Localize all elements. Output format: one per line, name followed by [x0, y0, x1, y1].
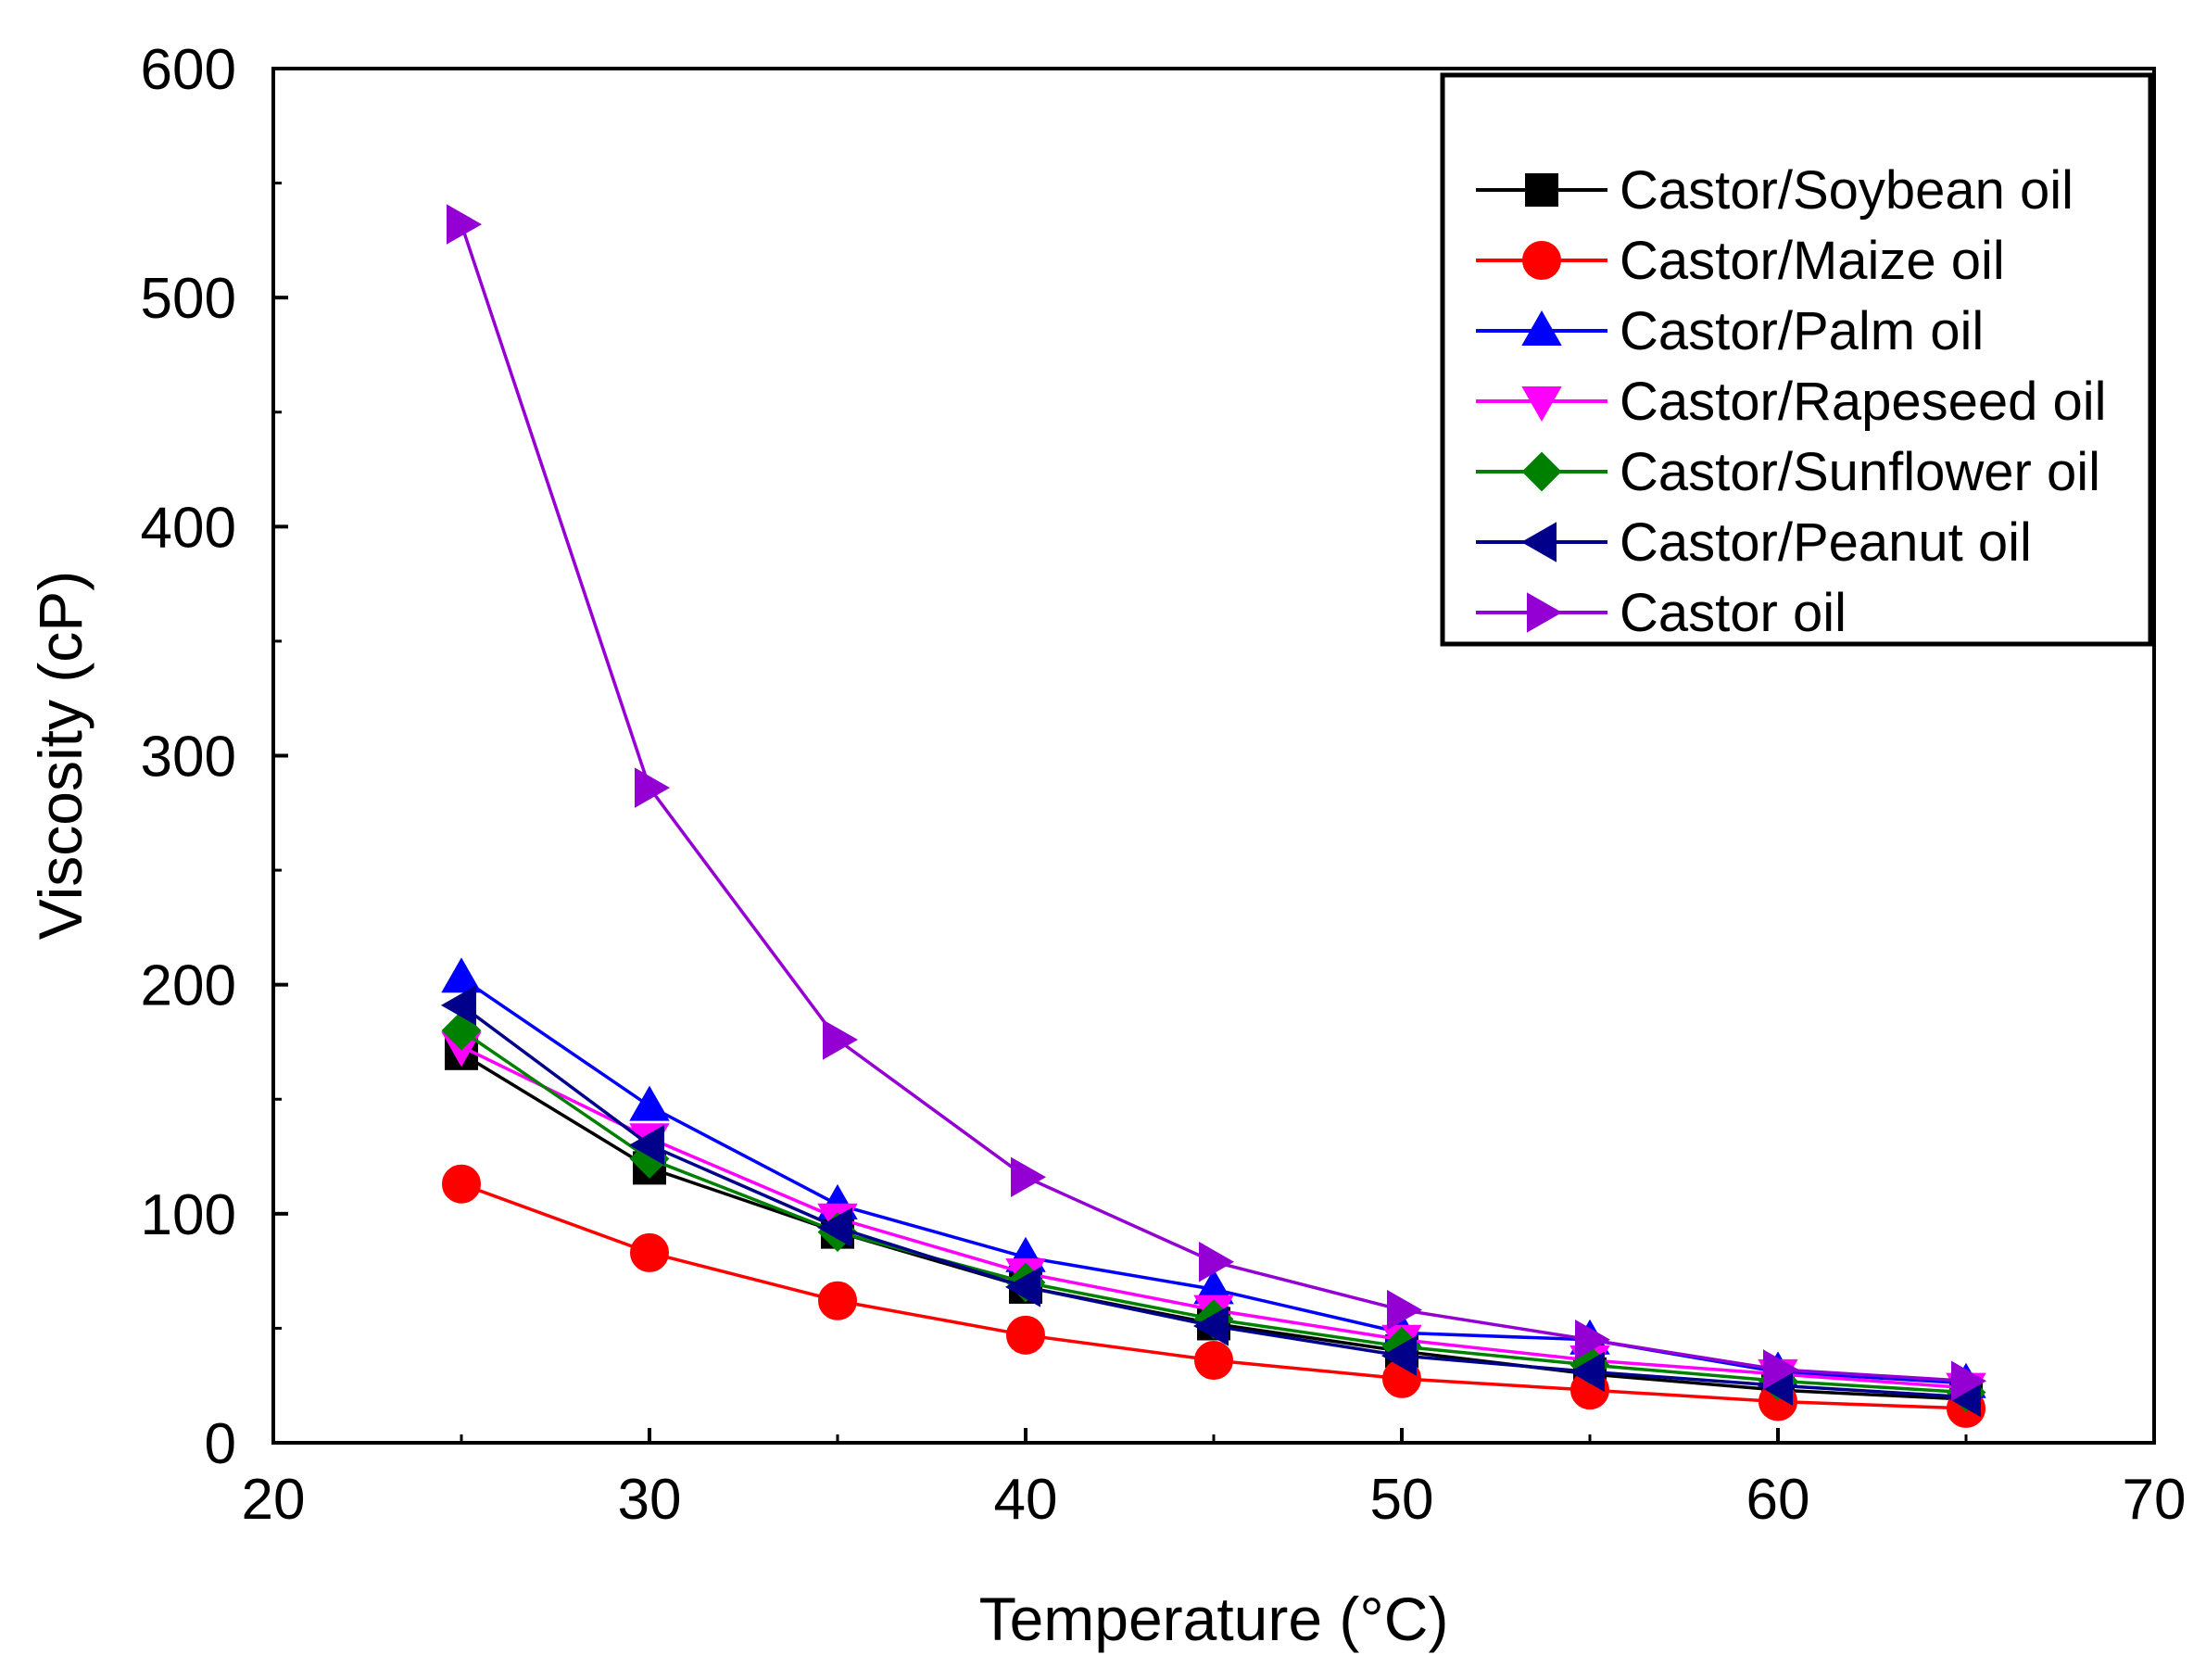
legend-marker [1525, 173, 1558, 207]
data-point [442, 1164, 481, 1204]
y-tick-label: 0 [205, 1412, 236, 1476]
legend-label: Castor oil [1620, 583, 1847, 643]
data-point [1951, 1360, 1987, 1401]
legend-label: Castor/Sunflower oil [1620, 442, 2100, 502]
data-point [823, 1019, 859, 1060]
y-tick-label: 100 [141, 1183, 236, 1247]
y-tick-label: 300 [141, 726, 236, 789]
legend-marker [1520, 522, 1557, 562]
data-point [629, 1085, 670, 1121]
legend: Castor/Soybean oil Castor/Maize oil Castor… [1440, 72, 2153, 647]
legend-marker [1521, 309, 1562, 346]
legend-label: Castor/Palm oil [1620, 301, 1984, 361]
data-point [635, 767, 671, 808]
legend-item: Castor/Sunflower oil [1476, 442, 2100, 502]
x-tick-label: 70 [2123, 1468, 2187, 1532]
data-point [630, 1232, 669, 1272]
data-point [628, 1124, 664, 1166]
data-point [440, 985, 476, 1026]
data-point [1387, 1289, 1423, 1331]
data-point [816, 1206, 852, 1248]
data-point [1194, 1341, 1233, 1381]
data-point [818, 1281, 857, 1320]
x-tick-label: 20 [242, 1468, 306, 1532]
axis-ticks: 20 30 40 50 60 70 0 100 200 300 400 500 600 [141, 38, 2187, 1532]
data-point [1763, 1349, 1799, 1390]
series-group [440, 204, 1987, 1428]
legend-label: Castor/Soybean oil [1620, 160, 2074, 221]
data-point [1011, 1156, 1047, 1198]
legend-item: Castor/Maize oil [1476, 231, 2005, 291]
legend-label: Castor/Maize oil [1620, 231, 2005, 291]
x-tick-label: 40 [994, 1468, 1058, 1532]
data-point [1004, 1267, 1040, 1307]
data-point [447, 204, 483, 245]
data-point [441, 957, 482, 993]
data-point [1006, 1315, 1045, 1355]
data-point [1192, 1306, 1229, 1346]
y-tick-label: 600 [141, 38, 236, 102]
legend-item: Castor/Rapeseed oil [1476, 372, 2107, 432]
data-point [1575, 1320, 1611, 1360]
legend-marker [1527, 592, 1563, 633]
legend-marker [1521, 386, 1562, 423]
legend-label: Castor/Peanut oil [1620, 512, 2032, 573]
x-tick-label: 60 [1746, 1468, 1810, 1532]
legend-marker [1521, 451, 1562, 492]
x-axis-title: Temperature (°C) [979, 1585, 1449, 1653]
y-tick-label: 200 [141, 954, 236, 1018]
legend-item: Castor/Palm oil [1476, 301, 1984, 361]
data-point [1569, 1351, 1605, 1393]
legend-box [1440, 72, 2153, 647]
y-axis-title: Viscosity (cP) [26, 571, 95, 941]
legend-label: Castor/Rapeseed oil [1620, 372, 2107, 432]
series-castor-oil [447, 204, 1987, 1401]
y-tick-label: 500 [141, 267, 236, 331]
y-tick-label: 400 [141, 496, 236, 560]
x-tick-label: 50 [1370, 1468, 1434, 1532]
data-point [1199, 1242, 1235, 1282]
data-point [1380, 1335, 1417, 1376]
legend-item: Castor/Peanut oil [1476, 512, 2032, 573]
series-castor-maize-oil [442, 1164, 1985, 1428]
legend-marker [1522, 241, 1561, 280]
x-tick-label: 30 [618, 1468, 682, 1532]
legend-item: Castor/Soybean oil [1476, 160, 2074, 221]
legend-item: Castor oil [1476, 583, 1847, 643]
